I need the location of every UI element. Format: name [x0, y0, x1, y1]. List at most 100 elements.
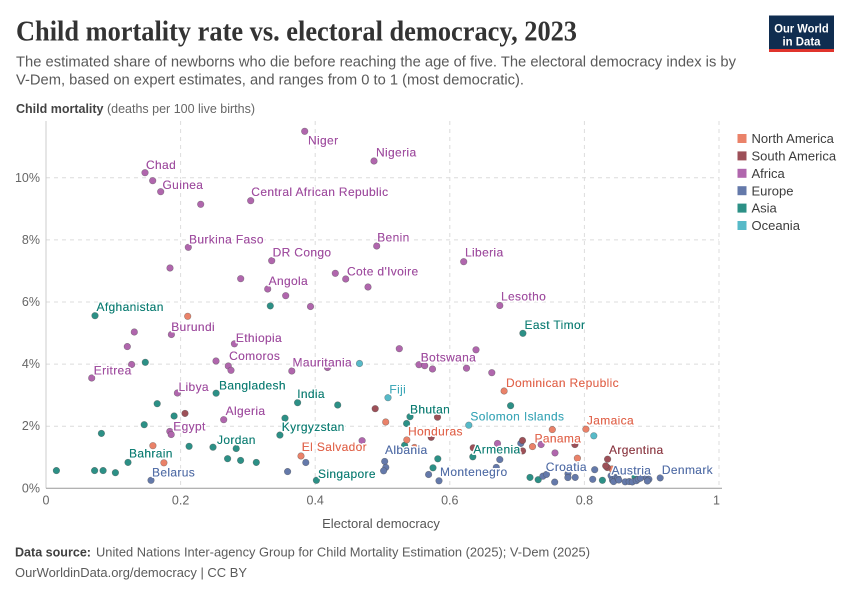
svg-text:Austria: Austria	[612, 463, 652, 477]
svg-text:Eritrea: Eritrea	[94, 363, 132, 377]
svg-text:Burundi: Burundi	[171, 320, 215, 334]
svg-text:0: 0	[43, 494, 50, 508]
svg-text:Burkina Faso: Burkina Faso	[189, 233, 264, 247]
svg-text:DR Congo: DR Congo	[273, 246, 332, 260]
svg-text:Liberia: Liberia	[465, 246, 503, 260]
svg-text:6%: 6%	[22, 295, 40, 309]
svg-text:Central African Republic: Central African Republic	[251, 185, 388, 199]
svg-text:Asia: Asia	[752, 201, 778, 216]
svg-text:Data source:: Data source:	[15, 546, 91, 560]
svg-text:Singapore: Singapore	[318, 467, 376, 481]
svg-text:Jordan: Jordan	[217, 433, 256, 447]
svg-text:Egypt: Egypt	[173, 420, 206, 434]
svg-text:South America: South America	[752, 149, 837, 164]
svg-text:Albania: Albania	[385, 443, 427, 457]
svg-text:Benin: Benin	[377, 230, 409, 244]
svg-text:Child mortality rate vs. elect: Child mortality rate vs. electoral democ…	[16, 16, 577, 48]
svg-text:Afghanistan: Afghanistan	[97, 300, 164, 314]
svg-text:0%: 0%	[22, 481, 40, 495]
svg-text:Algeria: Algeria	[226, 404, 266, 418]
svg-text:Child mortality (deaths per 10: Child mortality (deaths per 100 live bir…	[16, 102, 255, 116]
svg-text:Libya: Libya	[179, 380, 209, 394]
svg-text:El Salvador: El Salvador	[302, 440, 367, 454]
svg-text:Belarus: Belarus	[152, 466, 195, 480]
svg-text:Bahrain: Bahrain	[129, 447, 173, 461]
svg-text:The estimated share of newborn: The estimated share of newborns who die …	[16, 55, 737, 71]
svg-text:Montenegro: Montenegro	[440, 465, 508, 479]
svg-text:Niger: Niger	[308, 134, 338, 148]
svg-text:Kyrgyzstan: Kyrgyzstan	[282, 420, 345, 434]
svg-text:North America: North America	[752, 131, 835, 146]
svg-text:Panama: Panama	[535, 432, 582, 446]
svg-text:Benin: Benin	[377, 230, 409, 244]
svg-text:Armenia: Armenia	[473, 442, 520, 456]
svg-text:Jamaica: Jamaica	[587, 413, 634, 427]
svg-text:Armenia: Armenia	[473, 442, 520, 456]
svg-text:Chad: Chad	[146, 158, 176, 172]
svg-text:Argentina: Argentina	[609, 443, 664, 457]
svg-text:Chad: Chad	[146, 158, 176, 172]
svg-text:Niger: Niger	[308, 134, 338, 148]
svg-text:Austria: Austria	[612, 463, 652, 477]
svg-text:Dominican Republic: Dominican Republic	[506, 376, 619, 390]
svg-text:Cote d'Ivoire: Cote d'Ivoire	[347, 265, 419, 279]
svg-text:Egypt: Egypt	[173, 420, 206, 434]
svg-text:Montenegro: Montenegro	[440, 465, 508, 479]
svg-text:V-Dem, based on expert estimat: V-Dem, based on expert estimates, and ra…	[16, 73, 524, 89]
svg-text:Liberia: Liberia	[465, 246, 503, 260]
svg-text:Mauritania: Mauritania	[293, 356, 353, 370]
svg-text:Croatia: Croatia	[546, 460, 587, 474]
svg-text:OurWorldinData.org/democracy |: OurWorldinData.org/democracy | CC BY	[15, 566, 248, 580]
svg-text:Comoros: Comoros	[229, 349, 280, 363]
svg-text:Bhutan: Bhutan	[410, 402, 450, 416]
svg-text:Nigeria: Nigeria	[376, 146, 416, 160]
svg-text:El Salvador: El Salvador	[302, 440, 367, 454]
svg-text:Angola: Angola	[269, 274, 308, 288]
svg-text:Lesotho: Lesotho	[501, 290, 546, 304]
svg-text:Eritrea: Eritrea	[94, 363, 132, 377]
svg-text:Electoral democracy: Electoral democracy	[322, 516, 440, 531]
svg-text:Burkina Faso: Burkina Faso	[189, 233, 264, 247]
svg-text:East Timor: East Timor	[525, 318, 586, 332]
svg-text:Belarus: Belarus	[152, 466, 195, 480]
svg-text:0.8: 0.8	[576, 494, 593, 508]
svg-text:Burundi: Burundi	[171, 320, 215, 334]
svg-text:Jordan: Jordan	[217, 433, 256, 447]
svg-text:Algeria: Algeria	[226, 404, 266, 418]
svg-text:2%: 2%	[22, 419, 40, 433]
svg-text:Bangladesh: Bangladesh	[219, 379, 286, 393]
svg-text:Libya: Libya	[179, 380, 209, 394]
svg-text:Solomon Islands: Solomon Islands	[470, 409, 564, 423]
svg-text:4%: 4%	[22, 357, 40, 371]
svg-text:0.4: 0.4	[307, 494, 324, 508]
svg-text:Guinea: Guinea	[163, 178, 204, 192]
svg-text:Denmark: Denmark	[662, 463, 714, 477]
svg-text:DR Congo: DR Congo	[273, 246, 332, 260]
svg-text:0.6: 0.6	[441, 494, 458, 508]
svg-text:Ethiopia: Ethiopia	[236, 331, 282, 345]
svg-text:Angola: Angola	[269, 274, 308, 288]
svg-text:Honduras: Honduras	[408, 424, 463, 438]
svg-text:Albania: Albania	[385, 443, 427, 457]
svg-text:Ethiopia: Ethiopia	[236, 331, 282, 345]
svg-text:United Nations Inter-agency Gr: United Nations Inter-agency Group for Ch…	[96, 546, 590, 560]
svg-text:Denmark: Denmark	[662, 463, 714, 477]
svg-text:Singapore: Singapore	[318, 467, 376, 481]
svg-text:Panama: Panama	[535, 432, 582, 446]
svg-text:Central African Republic: Central African Republic	[251, 185, 388, 199]
svg-text:Afghanistan: Afghanistan	[97, 300, 164, 314]
svg-text:Dominican Republic: Dominican Republic	[506, 376, 619, 390]
svg-text:0.2: 0.2	[172, 494, 189, 508]
svg-text:East Timor: East Timor	[525, 318, 586, 332]
svg-text:Our World: Our World	[774, 22, 829, 36]
svg-text:in Data: in Data	[783, 35, 821, 49]
svg-text:1: 1	[713, 494, 720, 508]
svg-text:Kyrgyzstan: Kyrgyzstan	[282, 420, 345, 434]
svg-text:Jamaica: Jamaica	[587, 413, 634, 427]
svg-text:Europe: Europe	[752, 183, 794, 198]
svg-text:8%: 8%	[22, 233, 40, 247]
svg-text:Argentina: Argentina	[609, 443, 664, 457]
svg-text:Nigeria: Nigeria	[376, 146, 416, 160]
svg-text:10%: 10%	[15, 171, 40, 185]
svg-text:Mauritania: Mauritania	[293, 356, 353, 370]
